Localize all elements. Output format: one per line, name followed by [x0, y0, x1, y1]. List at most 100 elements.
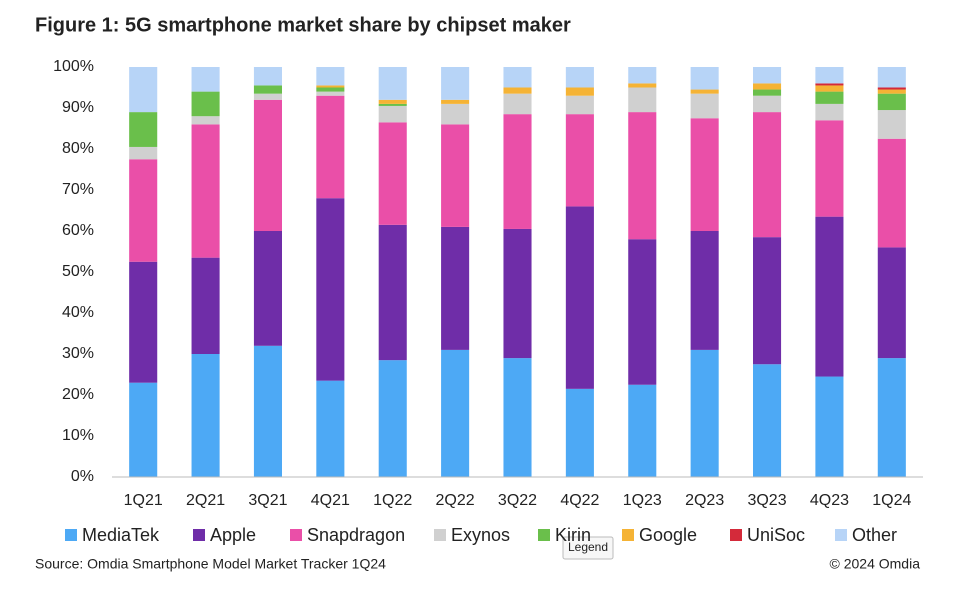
legend-label: Apple [210, 525, 256, 545]
bar-segment [503, 114, 532, 229]
bar-segment [253, 231, 282, 346]
x-tick-label: 3Q21 [248, 492, 287, 509]
x-tick-label: 3Q22 [498, 492, 537, 509]
source-note: Source: Omdia Smartphone Model Market Tr… [35, 556, 386, 572]
legend-label: Exynos [451, 525, 510, 545]
bar-segment [753, 364, 782, 477]
bar-segment [253, 99, 282, 231]
bar-segment [628, 384, 657, 477]
x-tick-label: 4Q23 [810, 492, 849, 509]
bar-segment [753, 95, 782, 113]
bar-segment [877, 138, 906, 248]
bar-segment [628, 87, 657, 113]
bar-segment [628, 112, 657, 240]
legend-swatch [65, 529, 77, 541]
legend-swatch [290, 529, 302, 541]
copyright: © 2024 Omdia [830, 556, 921, 572]
bar-segment [877, 67, 906, 88]
bar-segment [565, 388, 594, 477]
bar-segment [378, 224, 407, 361]
bar-segment [129, 112, 158, 147]
chart-title: Figure 1: 5G smartphone market share by … [35, 14, 571, 36]
bar-segment [441, 349, 470, 477]
bar-segment [815, 85, 844, 92]
bar-segment [815, 67, 844, 84]
bar-segment [503, 67, 532, 88]
bar-segment [565, 87, 594, 96]
bar-segment [129, 67, 158, 113]
y-tick-label: 70% [62, 181, 94, 198]
y-tick-label: 20% [62, 386, 94, 403]
x-tick-label: 1Q21 [124, 492, 163, 509]
x-tick-label: 3Q23 [747, 492, 786, 509]
bar-segment [877, 358, 906, 477]
legend-label: Google [639, 525, 697, 545]
bar-segment [690, 231, 719, 350]
bar-segment [690, 67, 719, 90]
bar-segment [253, 345, 282, 477]
x-tick-label: 4Q21 [311, 492, 350, 509]
bar-segment [191, 124, 220, 258]
bar-segment [129, 159, 158, 262]
bar-segment [191, 257, 220, 354]
bar-segment [378, 67, 407, 100]
bar-segment [316, 87, 345, 92]
bar-segment [565, 206, 594, 389]
bar-segment [316, 95, 345, 199]
bar-segment [441, 99, 470, 104]
x-tick-label: 1Q23 [623, 492, 662, 509]
bar-segment [815, 91, 844, 104]
y-tick-label: 40% [62, 304, 94, 321]
bar-segment [253, 93, 282, 100]
bar-segment [503, 358, 532, 477]
bar-segment [565, 67, 594, 88]
bar-segment [503, 87, 532, 94]
legend-swatch [622, 529, 634, 541]
bar-segment [815, 376, 844, 477]
bar-segment [378, 105, 407, 123]
legend-swatch [193, 529, 205, 541]
bar-segment [129, 261, 158, 383]
bar-segment [378, 360, 407, 477]
bar-segment [378, 122, 407, 225]
legend-label: Snapdragon [307, 525, 405, 545]
tooltip: Legend [568, 540, 608, 554]
x-tick-label: 1Q24 [872, 492, 911, 509]
bar-segment [441, 67, 470, 100]
y-tick-label: 50% [62, 263, 94, 280]
y-tick-label: 30% [62, 345, 94, 362]
bar-segment [753, 237, 782, 365]
bar-segment [191, 354, 220, 477]
bar-segment [129, 146, 158, 160]
bar-segment [316, 85, 345, 88]
y-tick-label: 100% [53, 58, 94, 75]
x-tick-label: 1Q22 [373, 492, 412, 509]
bar-segment [628, 67, 657, 84]
bar-segment [129, 382, 158, 477]
bar-segment [316, 67, 345, 86]
bar-segment [877, 110, 906, 139]
legend-swatch [538, 529, 550, 541]
bar-segment [191, 91, 220, 117]
bar-segment [378, 99, 407, 104]
bar-segment [815, 103, 844, 121]
bar-segment [753, 89, 782, 96]
y-tick-label: 80% [62, 140, 94, 157]
tooltip-box [562, 536, 614, 560]
bar-segment [690, 118, 719, 231]
bar-segment [503, 93, 532, 115]
bar-segment [565, 114, 594, 207]
y-tick-label: 10% [62, 427, 94, 444]
legend-swatch [434, 529, 446, 541]
x-tick-label: 2Q21 [186, 492, 225, 509]
x-tick-label: 4Q22 [560, 492, 599, 509]
bar-segment [441, 124, 470, 227]
bar-segment [877, 93, 906, 111]
legend-label: MediaTek [82, 525, 160, 545]
x-tick-label: 2Q22 [436, 492, 475, 509]
bar-segment [690, 89, 719, 94]
legend-swatch [835, 529, 847, 541]
bar-segment [253, 85, 282, 94]
legend-label: Kirin [555, 525, 591, 545]
bar-segment [753, 83, 782, 90]
